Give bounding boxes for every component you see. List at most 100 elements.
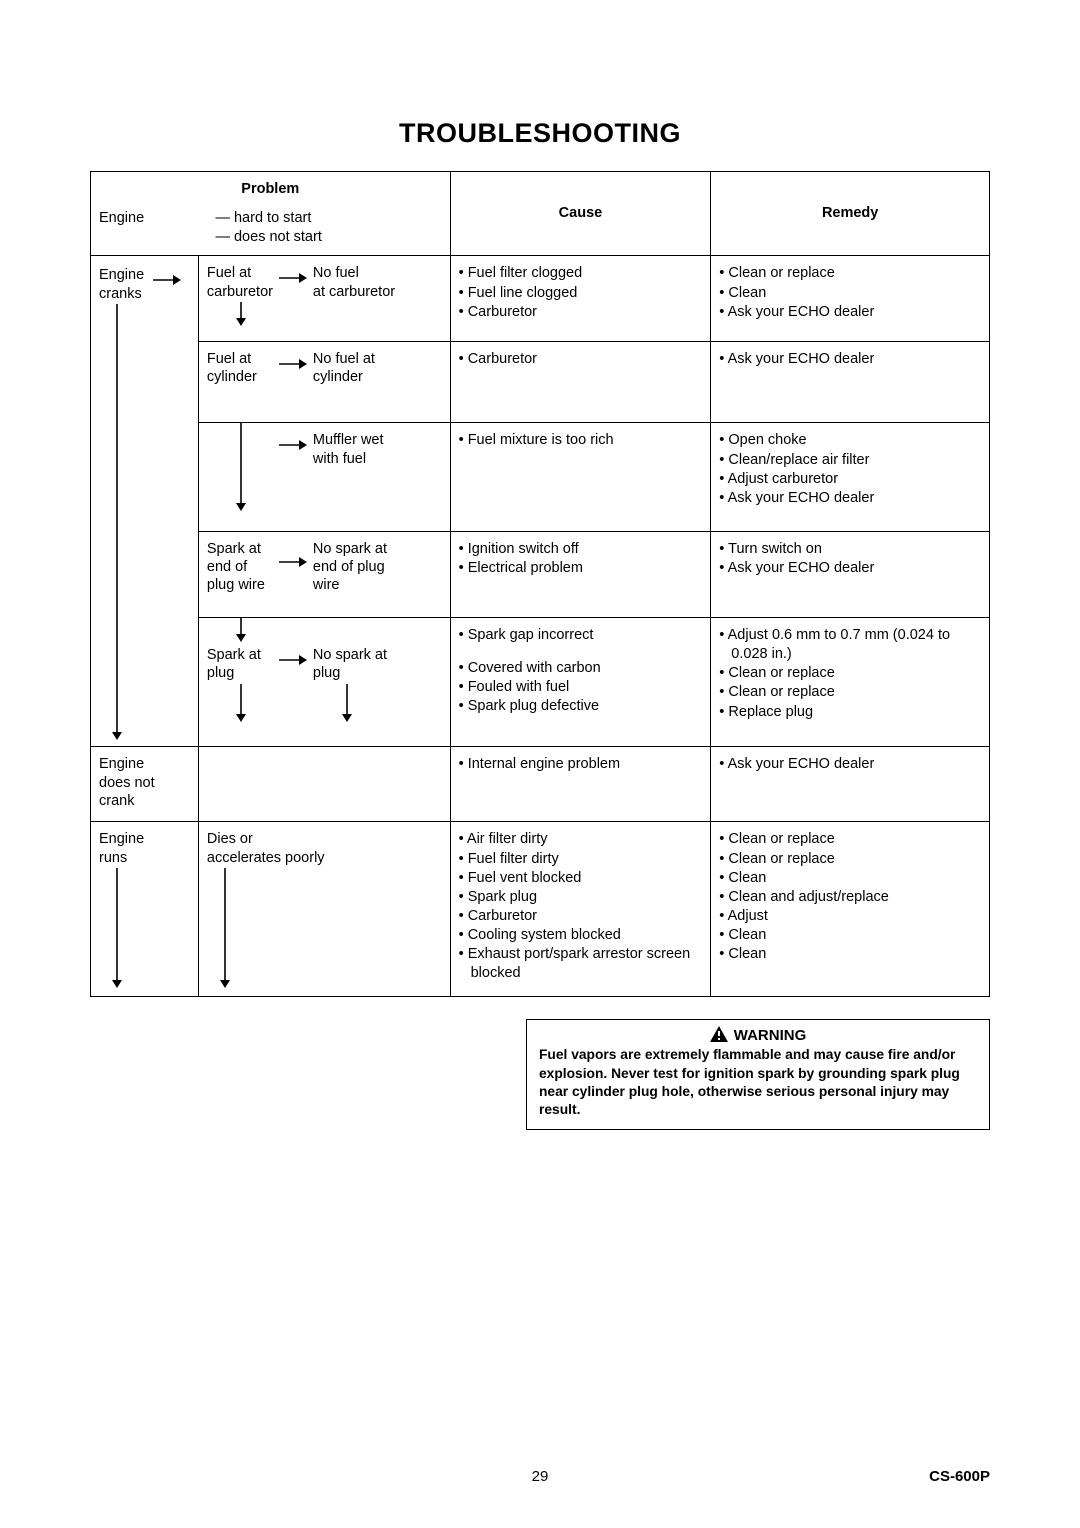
remedy-list: Clean or replace Clean Ask your ECHO dea…	[719, 264, 981, 321]
cause-list: Internal engine problem	[459, 755, 703, 774]
cause-list: Covered with carbon Fouled with fuel Spa…	[459, 659, 703, 716]
model-number: CS-600P	[929, 1468, 990, 1485]
problem-does-not-start: — does not start	[215, 228, 321, 247]
page-number: 29	[90, 1468, 990, 1485]
page: TROUBLESHOOTING Problem Engine — hard to…	[0, 0, 1080, 1528]
troubleshooting-table: Problem Engine — hard to start — does no…	[90, 171, 990, 997]
table-row: Engine does not crank Internal engine pr…	[91, 747, 990, 822]
arrow-down-icon	[235, 302, 247, 326]
table-row: Engine cranks Fuel at carburetor No fuel…	[91, 256, 990, 342]
remedy-item: Clean	[719, 284, 981, 303]
flow-fuel-at-carb: Fuel at carburetor	[207, 264, 273, 300]
flow-spark-plugwire: Spark at end of plug wire	[207, 540, 265, 594]
remedy-item: Adjust carburetor	[719, 470, 981, 489]
table-row: Engine runs Dies or accelerates poorly A…	[91, 822, 990, 997]
table-row: Fuel at cylinder No fuel at cylinder Car…	[91, 342, 990, 423]
cause-list: Air filter dirty Fuel filter dirty Fuel …	[459, 830, 703, 983]
remedy-item: Ask your ECHO dealer	[719, 755, 981, 774]
col-header-cause: Cause	[450, 172, 711, 256]
remedy-item: Ask your ECHO dealer	[719, 489, 981, 508]
cause-item: Fuel mixture is too rich	[459, 431, 703, 450]
cause-item: Carburetor	[459, 350, 703, 369]
arrow-right-icon	[279, 439, 307, 451]
remedy-item: Clean or replace	[719, 264, 981, 283]
cause-item: Fuel filter clogged	[459, 264, 703, 283]
remedy-item: Clean	[719, 869, 981, 888]
flow-engine-no-crank: Engine does not crank	[99, 755, 155, 809]
cause-item: Carburetor	[459, 907, 703, 926]
remedy-list: Turn switch on Ask your ECHO dealer	[719, 540, 981, 578]
problem-hard-to-start: — hard to start	[215, 209, 321, 228]
flow-no-fuel-at-cyl: No fuel at cylinder	[313, 350, 375, 386]
remedy-item: Clean or replace	[719, 664, 981, 683]
col-header-remedy: Remedy	[711, 172, 990, 256]
remedy-item: Clean or replace	[719, 850, 981, 869]
remedy-item: Ask your ECHO dealer	[719, 303, 981, 322]
remedy-list: Adjust 0.6 mm to 0.7 mm (0.024 to 0.028 …	[719, 626, 981, 664]
cause-item: Spark plug defective	[459, 697, 703, 716]
cause-item: Electrical problem	[459, 559, 703, 578]
cause-list: Ignition switch off Electrical problem	[459, 540, 703, 578]
flow-no-fuel-at-carb: No fuel at carburetor	[313, 264, 395, 300]
problem-engine-label: Engine	[99, 209, 215, 247]
flow-fuel-at-cyl: Fuel at cylinder	[207, 350, 257, 386]
arrow-down-icon	[235, 684, 247, 722]
remedy-item: Adjust	[719, 907, 981, 926]
arrow-right-icon	[279, 654, 307, 666]
cause-item: Spark gap incorrect	[459, 626, 703, 645]
remedy-list: Ask your ECHO dealer	[719, 350, 981, 369]
arrow-right-icon	[279, 272, 307, 284]
cause-item: Cooling system blocked	[459, 926, 703, 945]
remedy-item: Ask your ECHO dealer	[719, 350, 981, 369]
flow-no-spark-plugwire: No spark at end of plug wire	[313, 540, 387, 594]
cause-item: Spark plug	[459, 888, 703, 907]
warning-label: WARNING	[734, 1027, 807, 1044]
arrow-right-icon	[279, 358, 307, 370]
table-row: Spark at end of plug wire No spark at en…	[91, 532, 990, 618]
cause-item: Fouled with fuel	[459, 678, 703, 697]
flow-muffler-wet: Muffler wet with fuel	[313, 431, 384, 467]
remedy-item: Ask your ECHO dealer	[719, 559, 981, 578]
remedy-item: Turn switch on	[719, 540, 981, 559]
table-row: Muffler wet with fuel Fuel mixture is to…	[91, 423, 990, 532]
warning-icon	[710, 1026, 728, 1042]
arrow-right-icon	[153, 274, 181, 286]
remedy-list: Clean or replace Clean or replace Clean …	[719, 830, 981, 964]
remedy-list: Clean or replace Clean or replace Replac…	[719, 664, 981, 721]
cause-item: Fuel line clogged	[459, 284, 703, 303]
flow-spark-plug: Spark at plug	[207, 646, 261, 682]
remedy-item: Open choke	[719, 431, 981, 450]
arrow-down-icon	[219, 868, 231, 988]
cause-item: Ignition switch off	[459, 540, 703, 559]
cause-list: Carburetor	[459, 350, 703, 369]
cause-item: Exhaust port/spark arrestor screen block…	[459, 945, 703, 983]
cause-list: Spark gap incorrect	[459, 626, 703, 645]
remedy-item: Clean/replace air filter	[719, 451, 981, 470]
cause-item: Covered with carbon	[459, 659, 703, 678]
arrow-down-icon	[235, 423, 247, 511]
flow-engine-cranks: Engine cranks	[99, 266, 144, 302]
remedy-item: Adjust 0.6 mm to 0.7 mm (0.024 to 0.028 …	[719, 626, 981, 664]
remedy-item: Clean	[719, 945, 981, 964]
remedy-item: Clean and adjust/replace	[719, 888, 981, 907]
warning-text: Fuel vapors are extremely flammable and …	[539, 1046, 977, 1119]
remedy-list: Open choke Clean/replace air filter Adju…	[719, 431, 981, 508]
remedy-item: Replace plug	[719, 703, 981, 722]
page-title: TROUBLESHOOTING	[90, 118, 990, 149]
cause-list: Fuel mixture is too rich	[459, 431, 703, 450]
arrow-down-icon	[111, 304, 123, 740]
flow-no-spark-plug: No spark at plug	[313, 646, 387, 682]
cause-item: Carburetor	[459, 303, 703, 322]
warning-box: WARNING Fuel vapors are extremely flamma…	[526, 1019, 990, 1130]
table-row: Spark at plug No spark at plug Spark gap…	[91, 618, 990, 747]
arrow-down-icon	[235, 618, 247, 642]
remedy-item: Clean or replace	[719, 830, 981, 849]
cause-list: Fuel filter clogged Fuel line clogged Ca…	[459, 264, 703, 321]
remedy-list: Ask your ECHO dealer	[719, 755, 981, 774]
cause-item: Air filter dirty	[459, 830, 703, 849]
flow-engine-runs: Engine runs	[99, 830, 144, 866]
warning-heading: WARNING	[539, 1026, 977, 1044]
cause-item: Fuel vent blocked	[459, 869, 703, 888]
cause-item: Internal engine problem	[459, 755, 703, 774]
arrow-down-icon	[341, 684, 353, 722]
